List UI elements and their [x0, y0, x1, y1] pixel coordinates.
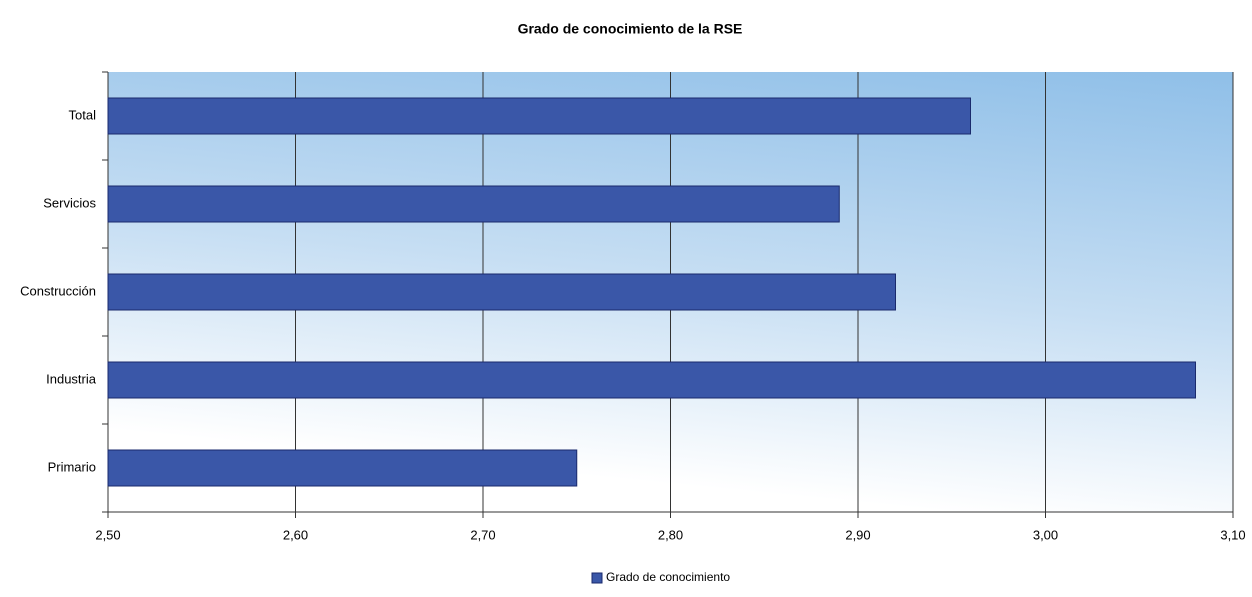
legend-swatch: [591, 572, 603, 584]
y-tick-label: Primario: [48, 459, 96, 474]
chart-title: Grado de conocimiento de la RSE: [518, 21, 743, 37]
bar: [107, 449, 578, 487]
bar: [107, 273, 896, 311]
x-tick-label: 2,50: [95, 527, 120, 542]
y-tick-label: Servicios: [43, 195, 96, 210]
bar: [107, 185, 840, 223]
bar: [107, 361, 1196, 399]
x-tick-label: 2,90: [845, 527, 870, 542]
x-tick-label: 2,60: [283, 527, 308, 542]
y-tick-label: Construcción: [20, 283, 96, 298]
x-tick-label: 3,00: [1033, 527, 1058, 542]
y-tick-label: Industria: [46, 371, 97, 386]
x-tick-label: 2,80: [658, 527, 683, 542]
y-tick-label: Total: [69, 107, 97, 122]
x-tick-label: 2,70: [470, 527, 495, 542]
legend-label: Grado de conocimiento: [606, 570, 730, 584]
bar: [107, 97, 971, 135]
x-tick-label: 3,10: [1220, 527, 1245, 542]
